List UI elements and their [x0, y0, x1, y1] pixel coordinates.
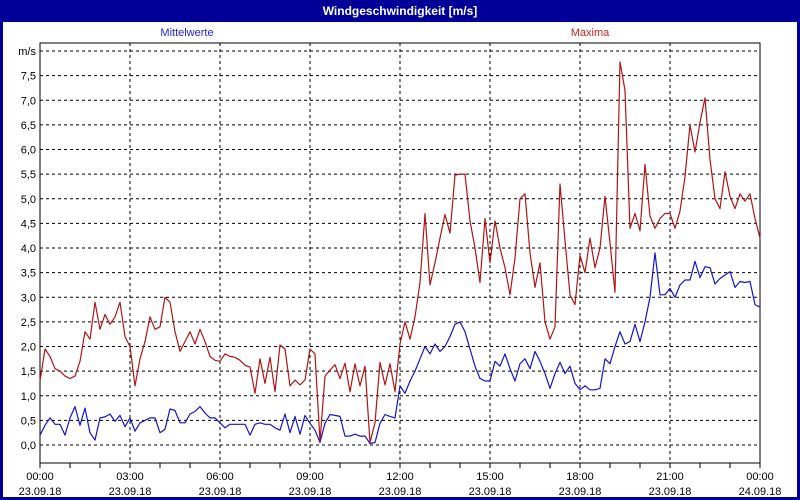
y-tick-label: 3,0: [21, 292, 36, 304]
x-tick-date-label: 23.09.18: [289, 486, 332, 498]
x-tick-date-label: 23.09.18: [379, 486, 422, 498]
y-axis-unit-label: m/s: [18, 46, 36, 58]
x-tick-time-label: 15:00: [476, 471, 504, 483]
y-tick-label: 6,0: [21, 145, 36, 157]
window-title: Windgeschwindigkeit [m/s]: [3, 3, 797, 22]
y-tick-label: 2,0: [21, 342, 36, 354]
y-tick-label: 5,0: [21, 194, 36, 206]
x-tick-time-label: 03:00: [116, 471, 144, 483]
x-tick-date-label: 23.09.18: [109, 486, 152, 498]
x-tick-time-label: 00:00: [26, 471, 54, 483]
y-tick-label: 3,5: [21, 268, 36, 280]
legend-mean-label: Mittelwerte: [160, 27, 214, 39]
x-tick-date-label: 23.09.18: [19, 486, 62, 498]
y-tick-label: 7,5: [21, 71, 36, 83]
series-line-max: [39, 61, 761, 444]
x-tick-date-label: 23.09.18: [559, 486, 602, 498]
x-tick-time-label: 21:00: [656, 471, 684, 483]
y-tick-label: 0,0: [21, 440, 36, 452]
y-tick-label: 6,5: [21, 120, 36, 132]
wind-speed-plot: 0,0 0,5 1,0 1,5 2,0 2,5 3,0 3,5 4,0 4,5 5,0 5,5 6,0 6…: [18, 42, 782, 498]
x-tick-time-label: 12:00: [386, 471, 414, 483]
y-tick-label: 4,5: [21, 218, 36, 230]
series-line-mean: [39, 252, 761, 445]
x-tick-time-label: 09:00: [296, 471, 324, 483]
y-tick-label: 1,5: [21, 366, 36, 378]
x-tick-date-label: 24.09.18: [739, 486, 782, 498]
y-tick-label: 2,5: [21, 317, 36, 329]
x-tick-date-label: 23.09.18: [469, 486, 512, 498]
y-tick-label: 0,5: [21, 415, 36, 427]
y-tick-label: 5,5: [21, 169, 36, 181]
legend-max-label: Maxima: [570, 27, 610, 39]
y-tick-label: 1,0: [21, 391, 36, 403]
x-tick-time-label: 18:00: [566, 471, 594, 483]
x-tick-date-label: 23.09.18: [199, 486, 242, 498]
y-tick-label: 7,0: [21, 95, 36, 107]
x-tick-time-label: 06:00: [206, 471, 234, 483]
y-tick-label: 4,0: [21, 243, 36, 255]
x-tick-time-label: 00:00: [746, 471, 774, 483]
x-tick-date-label: 23.09.18: [649, 486, 692, 498]
